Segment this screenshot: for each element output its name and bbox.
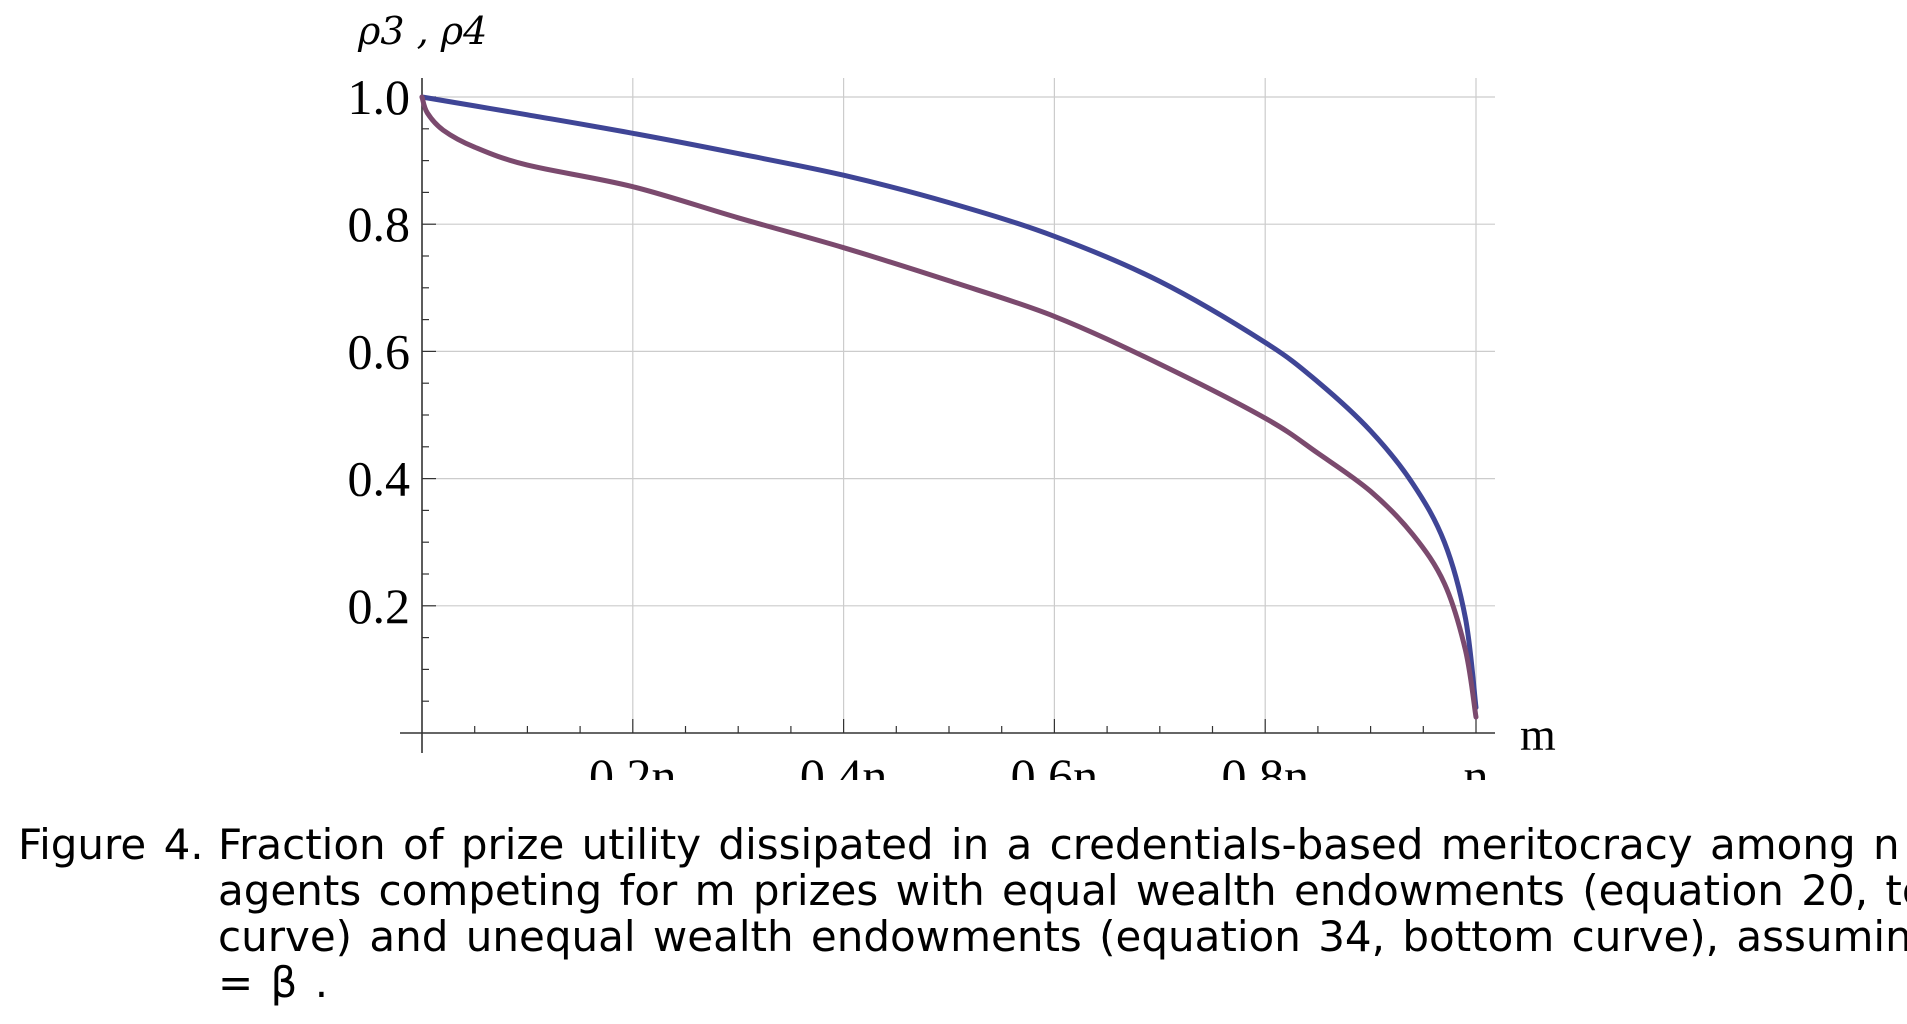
- series-line-1: [419, 94, 1479, 720]
- x-tick-label-3: 0.8n: [1221, 748, 1309, 780]
- y-tick-label-2: 0.6: [348, 323, 411, 379]
- ticks: 0.2 0.4 0.6 0.8 1.0 0.2n 0.4n 0.6n 0.8n n: [348, 69, 1489, 780]
- x-tick-label-2: 0.6n: [1011, 748, 1099, 780]
- y-axis-title: ρ3 , ρ4: [357, 9, 487, 53]
- x-tick-label-4: n: [1464, 748, 1489, 780]
- grid: [422, 78, 1495, 733]
- caption-text-1: Fraction of prize utility dissipated in …: [218, 820, 1900, 869]
- caption-line-3: curve) and unequal wealth endowments (eq…: [218, 912, 1907, 961]
- x-tick-label-1: 0.4n: [800, 748, 888, 780]
- figure-caption: Figure 4. Fraction of prize utility dissi…: [18, 820, 1907, 1007]
- chart: 0.2 0.4 0.6 0.8 1.0 0.2n 0.4n 0.6n 0.8n n ρ3 , ρ4…: [348, 9, 1557, 780]
- y-tick-label-0: 0.2: [348, 578, 411, 634]
- y-tick-label-1: 0.4: [348, 451, 411, 507]
- caption-line-1: Figure 4. Fraction of prize utility dissi…: [18, 820, 1900, 869]
- x-tick-label-0: 0.2n: [589, 748, 677, 780]
- caption-line-2: agents competing for m prizes with equal…: [218, 866, 1907, 915]
- series-layer: [419, 94, 1479, 720]
- series-line-0: [419, 94, 1479, 711]
- caption-line-4: = β .: [218, 958, 329, 1007]
- caption-label: Figure 4.: [18, 820, 204, 869]
- y-tick-label-4: 1.0: [348, 69, 411, 125]
- x-axis-title: m: [1520, 709, 1556, 760]
- y-tick-label-3: 0.8: [348, 196, 411, 252]
- axes: [400, 78, 1495, 753]
